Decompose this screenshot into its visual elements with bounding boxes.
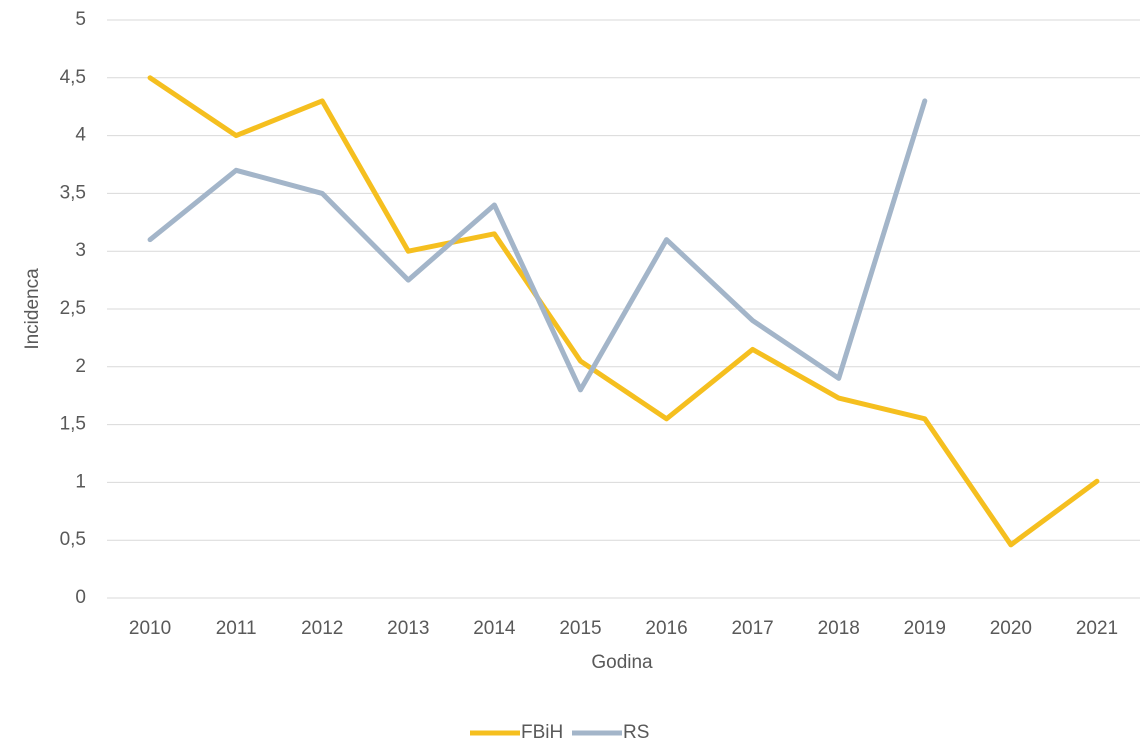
y-tick-label: 5 [75,9,86,30]
y-tick-label: 2,5 [60,298,86,319]
y-axis-label: Incidenca [22,268,43,350]
data-line [147,75,1100,548]
y-tick-label: 3 [75,240,86,261]
x-tick-label: 2012 [301,618,343,639]
x-tick-label: 2017 [731,618,773,639]
legend-label: FBiH [521,722,563,743]
x-tick-label: 2015 [559,618,601,639]
data-line [147,98,928,393]
x-tick-label: 2016 [645,618,687,639]
y-tick-label: 0 [75,587,86,608]
x-tick-label: 2011 [216,618,257,639]
x-tick-label: 2021 [1076,618,1118,639]
y-tick-label: 0,5 [60,529,86,550]
x-tick-label: 2013 [387,618,429,639]
legend-label: RS [623,722,649,743]
y-tick-label: 1,5 [60,414,86,435]
x-tick-label: 2020 [990,618,1032,639]
x-tick-label: 2019 [904,618,946,639]
y-tick-label: 4,5 [60,67,86,88]
x-tick-label: 2014 [473,618,516,639]
y-tick-label: 1 [75,471,86,492]
x-tick-label: 2018 [818,618,860,639]
y-tick-label: 4 [75,125,86,146]
x-tick-label: 2010 [129,618,171,639]
x-axis-label: Godina [591,652,653,673]
y-tick-label: 2 [75,356,86,377]
y-tick-label: 3,5 [60,182,86,203]
